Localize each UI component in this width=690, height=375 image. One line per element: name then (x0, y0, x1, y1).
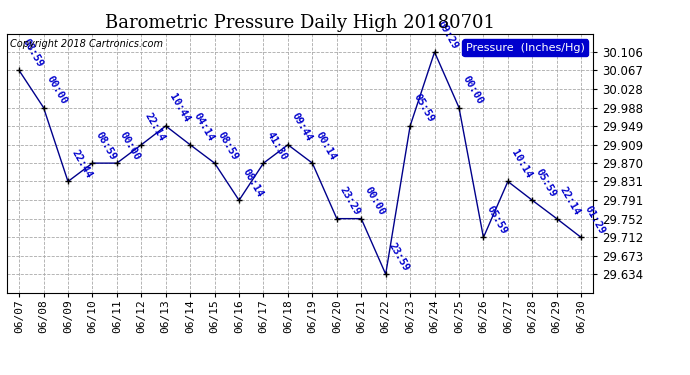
Text: 04:14: 04:14 (191, 111, 216, 143)
Text: 22:14: 22:14 (143, 111, 167, 143)
Text: 00:00: 00:00 (362, 185, 387, 217)
Text: 08:59: 08:59 (94, 130, 118, 162)
Text: 08:59: 08:59 (20, 37, 45, 69)
Text: 08:14: 08:14 (240, 167, 264, 199)
Text: 05:59: 05:59 (411, 93, 435, 124)
Title: Barometric Pressure Daily High 20180701: Barometric Pressure Daily High 20180701 (105, 14, 495, 32)
Text: 22:14: 22:14 (558, 185, 582, 217)
Text: 23:29: 23:29 (338, 185, 362, 217)
Text: 00:00: 00:00 (460, 74, 484, 106)
Text: 10:44: 10:44 (167, 93, 191, 124)
Text: 00:00: 00:00 (45, 74, 69, 106)
Text: 05:59: 05:59 (533, 167, 558, 199)
Text: 22:44: 22:44 (69, 148, 94, 180)
Text: 10:14: 10:14 (509, 148, 533, 180)
Text: 00:00: 00:00 (118, 130, 142, 162)
Text: 05:59: 05:59 (484, 204, 509, 236)
Text: Copyright 2018 Cartronics.com: Copyright 2018 Cartronics.com (10, 39, 163, 49)
Text: 08:59: 08:59 (216, 130, 240, 162)
Legend: Pressure  (Inches/Hg): Pressure (Inches/Hg) (462, 39, 588, 56)
Text: 01:29: 01:29 (582, 204, 607, 236)
Text: 41:30: 41:30 (265, 130, 289, 162)
Text: 00:14: 00:14 (313, 130, 338, 162)
Text: 09:44: 09:44 (289, 111, 313, 143)
Text: 23:59: 23:59 (387, 241, 411, 273)
Text: 09:29: 09:29 (436, 19, 460, 51)
